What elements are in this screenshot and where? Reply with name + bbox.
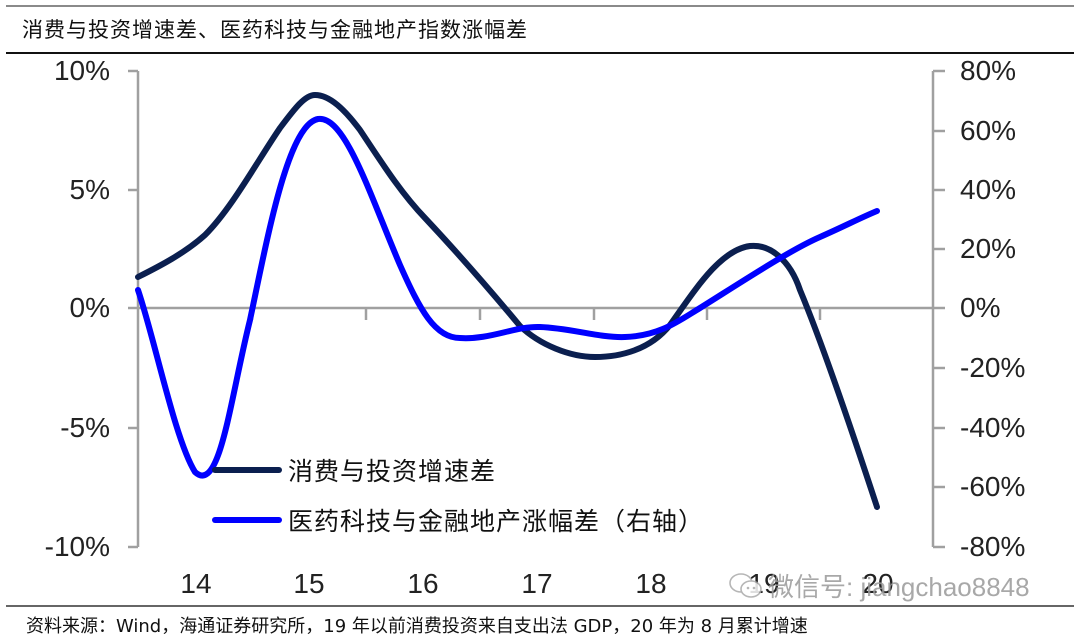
right-tick-neg80: -80% (960, 531, 1026, 562)
x-tick-18: 18 (635, 568, 667, 599)
title-rule (6, 52, 1074, 54)
right-tick-neg40: -40% (960, 412, 1026, 443)
legend-label-consumption: 消费与投资增速差 (288, 457, 497, 486)
legend-item-sector: 医药科技与金融地产涨幅差（右轴） (212, 502, 704, 538)
series-sector-line (135, 115, 880, 479)
series-consumption-line (135, 92, 880, 510)
left-axis (128, 69, 140, 549)
left-tick-0: 0% (69, 292, 110, 323)
right-tick-60: 60% (960, 115, 1017, 146)
right-tick-neg20: -20% (960, 352, 1026, 383)
source-note: 资料来源：Wind，海通证券研究所，19 年以前消费投资来自支出法 GDP，20… (26, 616, 808, 637)
right-axis (931, 69, 945, 549)
right-tick-neg60: -60% (960, 471, 1026, 502)
x-tick-17: 17 (521, 568, 553, 599)
legend-label-sector: 医药科技与金融地产涨幅差（右轴） (288, 507, 705, 536)
legend-swatch-sector (212, 517, 282, 523)
watermark: 微信号: jiangchao8848 (728, 567, 1030, 604)
right-tick-0: 0% (960, 292, 1001, 323)
wechat-icon (729, 572, 762, 598)
left-tick-5: 5% (69, 174, 110, 205)
legend-swatch-consumption (212, 467, 282, 473)
x-tick-15: 15 (293, 568, 325, 599)
chart-title: 消费与投资增速差、医药科技与金融地产指数涨幅差 (22, 18, 528, 42)
right-tick-20: 20% (960, 233, 1017, 264)
right-tick-80: 80% (960, 55, 1017, 86)
x-tick-20: 20 (862, 568, 894, 599)
right-tick-40: 40% (960, 174, 1017, 205)
left-tick-neg10: -10% (44, 531, 110, 562)
x-tick-16: 16 (407, 568, 439, 599)
left-tick-10: 10% (53, 55, 110, 86)
bottom-rule (6, 605, 1074, 607)
watermark-text: 微信号: jiangchao8848 (768, 572, 1030, 602)
left-tick-neg5: -5% (60, 412, 110, 443)
top-rule (6, 5, 1074, 7)
legend-item-consumption: 消费与投资增速差 (212, 452, 496, 488)
x-tick-14: 14 (180, 568, 212, 599)
